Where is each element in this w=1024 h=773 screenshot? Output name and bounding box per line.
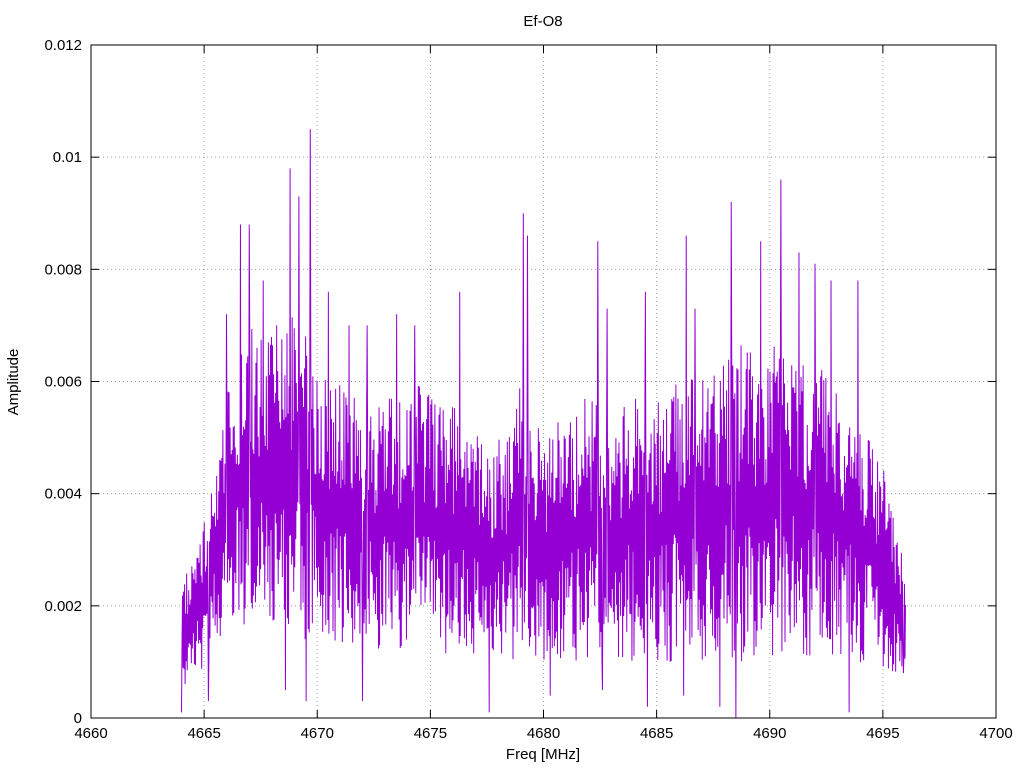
x-tick-labels: 4660 4665 4670 4675 4680 4685 4690 4695 4700: [74, 725, 1012, 742]
x-tick-label: 4695: [866, 725, 899, 742]
y-tick-label: 0.002: [44, 598, 82, 615]
x-tick-label: 4670: [301, 725, 334, 742]
x-tick-label: 4700: [979, 725, 1012, 742]
x-tick-label: 4665: [187, 725, 220, 742]
y-tick-label: 0.006: [44, 374, 82, 391]
x-tick-label: 4660: [74, 725, 107, 742]
x-tick-label: 4675: [414, 725, 447, 742]
y-tick-label: 0: [74, 710, 82, 727]
x-axis-title: Freq [MHz]: [506, 746, 580, 763]
x-tick-label: 4685: [640, 725, 673, 742]
chart-title: Ef-O8: [523, 13, 562, 30]
x-tick-label: 4680: [527, 725, 560, 742]
y-tick-label: 0.008: [44, 261, 82, 278]
tick-marks: [90, 44, 997, 719]
series-amplitude: [181, 129, 906, 719]
y-tick-label: 0.01: [53, 149, 82, 166]
series-line: [181, 129, 906, 719]
x-tick-label: 4690: [753, 725, 786, 742]
y-tick-labels: 0 0.002 0.004 0.006 0.008 0.01 0.012: [44, 37, 82, 727]
y-tick-label: 0.012: [44, 37, 82, 54]
y-tick-label: 0.004: [44, 486, 82, 503]
y-axis-title: Amplitude: [5, 349, 22, 416]
